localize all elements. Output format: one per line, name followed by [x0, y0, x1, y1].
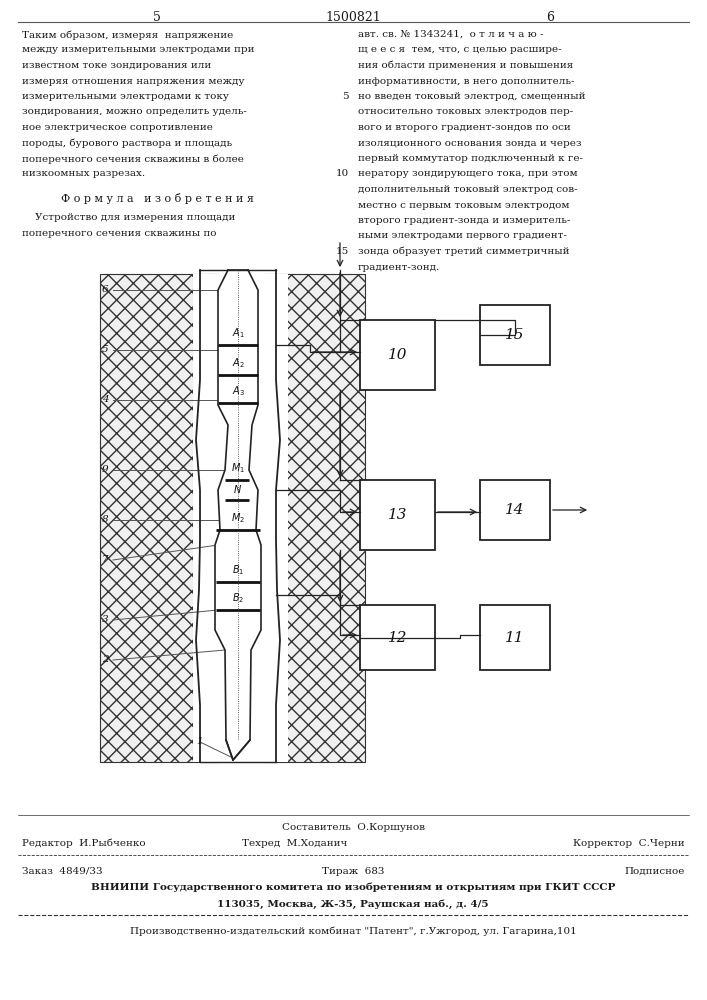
- Text: 7: 7: [102, 556, 108, 564]
- Text: Тираж  683: Тираж 683: [322, 867, 384, 876]
- Text: 15: 15: [506, 328, 525, 342]
- Text: известном токе зондирования или: известном токе зондирования или: [22, 61, 211, 70]
- Text: Подписное: Подписное: [624, 867, 685, 876]
- Text: измерительными электродами к току: измерительными электродами к току: [22, 92, 229, 101]
- Text: 8: 8: [102, 516, 108, 524]
- Text: Таким образом, измеряя  напряжение: Таким образом, измеряя напряжение: [22, 30, 233, 39]
- Text: но введен токовый электрод, смещенный: но введен токовый электрод, смещенный: [358, 92, 585, 101]
- Text: информативности, в него дополнитель-: информативности, в него дополнитель-: [358, 77, 575, 86]
- Text: 13: 13: [387, 508, 407, 522]
- Text: второго градиент-зонда и измеритель-: второго градиент-зонда и измеритель-: [358, 216, 571, 225]
- Text: 3: 3: [102, 615, 108, 624]
- Text: 1: 1: [197, 738, 204, 746]
- Text: $N$: $N$: [233, 483, 243, 495]
- Polygon shape: [215, 270, 261, 760]
- FancyBboxPatch shape: [480, 305, 550, 365]
- Text: $M_1$: $M_1$: [231, 461, 245, 475]
- Text: измеряя отношения напряжения между: измеряя отношения напряжения между: [22, 77, 245, 86]
- Text: породы, бурового раствора и площадь: породы, бурового раствора и площадь: [22, 138, 232, 148]
- Text: местно с первым токовым электродом: местно с первым токовым электродом: [358, 200, 570, 210]
- Text: 11: 11: [506, 631, 525, 645]
- Text: нератору зондирующего тока, при этом: нератору зондирующего тока, при этом: [358, 169, 578, 178]
- Text: Техред  М.Ходанич: Техред М.Ходанич: [243, 839, 348, 848]
- FancyBboxPatch shape: [100, 274, 218, 762]
- Text: относительно токовых электродов пер-: относительно токовых электродов пер-: [358, 107, 573, 116]
- Text: $B_2$: $B_2$: [232, 591, 244, 605]
- Text: $A_3$: $A_3$: [231, 384, 245, 398]
- Text: 10: 10: [387, 348, 407, 362]
- Text: $A_1$: $A_1$: [232, 326, 245, 340]
- Text: 10: 10: [336, 169, 349, 178]
- FancyBboxPatch shape: [480, 605, 550, 670]
- Text: изоляционного основания зонда и через: изоляционного основания зонда и через: [358, 138, 581, 147]
- FancyBboxPatch shape: [265, 274, 365, 762]
- Text: поперечного сечения скважины в более: поперечного сечения скважины в более: [22, 154, 244, 163]
- FancyBboxPatch shape: [360, 480, 435, 550]
- Text: зонда образует третий симметричный: зонда образует третий симметричный: [358, 247, 570, 256]
- Text: градиент-зонд.: градиент-зонд.: [358, 262, 440, 271]
- FancyBboxPatch shape: [193, 274, 288, 762]
- Text: щ е е с я  тем, что, с целью расшире-: щ е е с я тем, что, с целью расшире-: [358, 45, 561, 54]
- Text: поперечного сечения скважины по: поперечного сечения скважины по: [22, 229, 216, 238]
- Text: ВНИИПИ Государственного комитета по изобретениям и открытиям при ГКИТ СССР: ВНИИПИ Государственного комитета по изоб…: [90, 883, 615, 892]
- Text: 6: 6: [546, 11, 554, 24]
- Text: 5: 5: [102, 346, 108, 355]
- Text: дополнительный токовый электрод сов-: дополнительный токовый электрод сов-: [358, 185, 578, 194]
- Text: 4: 4: [102, 395, 108, 404]
- Text: зондирования, можно определить удель-: зондирования, можно определить удель-: [22, 107, 247, 116]
- Text: $B_1$: $B_1$: [232, 563, 244, 577]
- Text: Корректор  С.Черни: Корректор С.Черни: [573, 839, 685, 848]
- Text: первый коммутатор подключенный к ге-: первый коммутатор подключенный к ге-: [358, 154, 583, 163]
- Text: Производственно-издательский комбинат "Патент", г.Ужгород, ул. Гагарина,101: Производственно-издательский комбинат "П…: [129, 927, 576, 936]
- Text: 5: 5: [153, 11, 161, 24]
- Text: Ф о р м у л а   и з о б р е т е н и я: Ф о р м у л а и з о б р е т е н и я: [61, 193, 253, 204]
- Text: $M_2$: $M_2$: [231, 511, 245, 525]
- Text: Устройство для измерения площади: Устройство для измерения площади: [22, 213, 235, 222]
- Text: ными электродами первого градиент-: ными электродами первого градиент-: [358, 232, 567, 240]
- FancyBboxPatch shape: [360, 320, 435, 390]
- Text: 5: 5: [342, 92, 349, 101]
- Text: 113035, Москва, Ж-35, Раушская наб., д. 4/5: 113035, Москва, Ж-35, Раушская наб., д. …: [217, 899, 489, 909]
- Text: Редактор  И.Рыбченко: Редактор И.Рыбченко: [22, 839, 146, 848]
- Text: 2: 2: [102, 656, 108, 664]
- FancyBboxPatch shape: [480, 480, 550, 540]
- Text: между измерительными электродами при: между измерительными электродами при: [22, 45, 255, 54]
- Text: 12: 12: [387, 631, 407, 645]
- Text: авт. св. № 1343241,  о т л и ч а ю -: авт. св. № 1343241, о т л и ч а ю -: [358, 30, 544, 39]
- Text: Составитель  О.Коршунов: Составитель О.Коршунов: [281, 823, 424, 832]
- Text: 1500821: 1500821: [325, 11, 381, 24]
- Text: низкоомных разрезах.: низкоомных разрезах.: [22, 169, 145, 178]
- Text: 6: 6: [102, 286, 108, 294]
- Text: $A_2$: $A_2$: [232, 356, 245, 370]
- FancyBboxPatch shape: [360, 605, 435, 670]
- Text: ное электрическое сопротивление: ное электрическое сопротивление: [22, 123, 213, 132]
- Text: 15: 15: [336, 247, 349, 256]
- Text: ния области применения и повышения: ния области применения и повышения: [358, 61, 573, 70]
- Text: вого и второго градиент-зондов по оси: вого и второго градиент-зондов по оси: [358, 123, 571, 132]
- Text: Заказ  4849/33: Заказ 4849/33: [22, 867, 103, 876]
- Text: 14: 14: [506, 503, 525, 517]
- Text: 9: 9: [102, 466, 108, 475]
